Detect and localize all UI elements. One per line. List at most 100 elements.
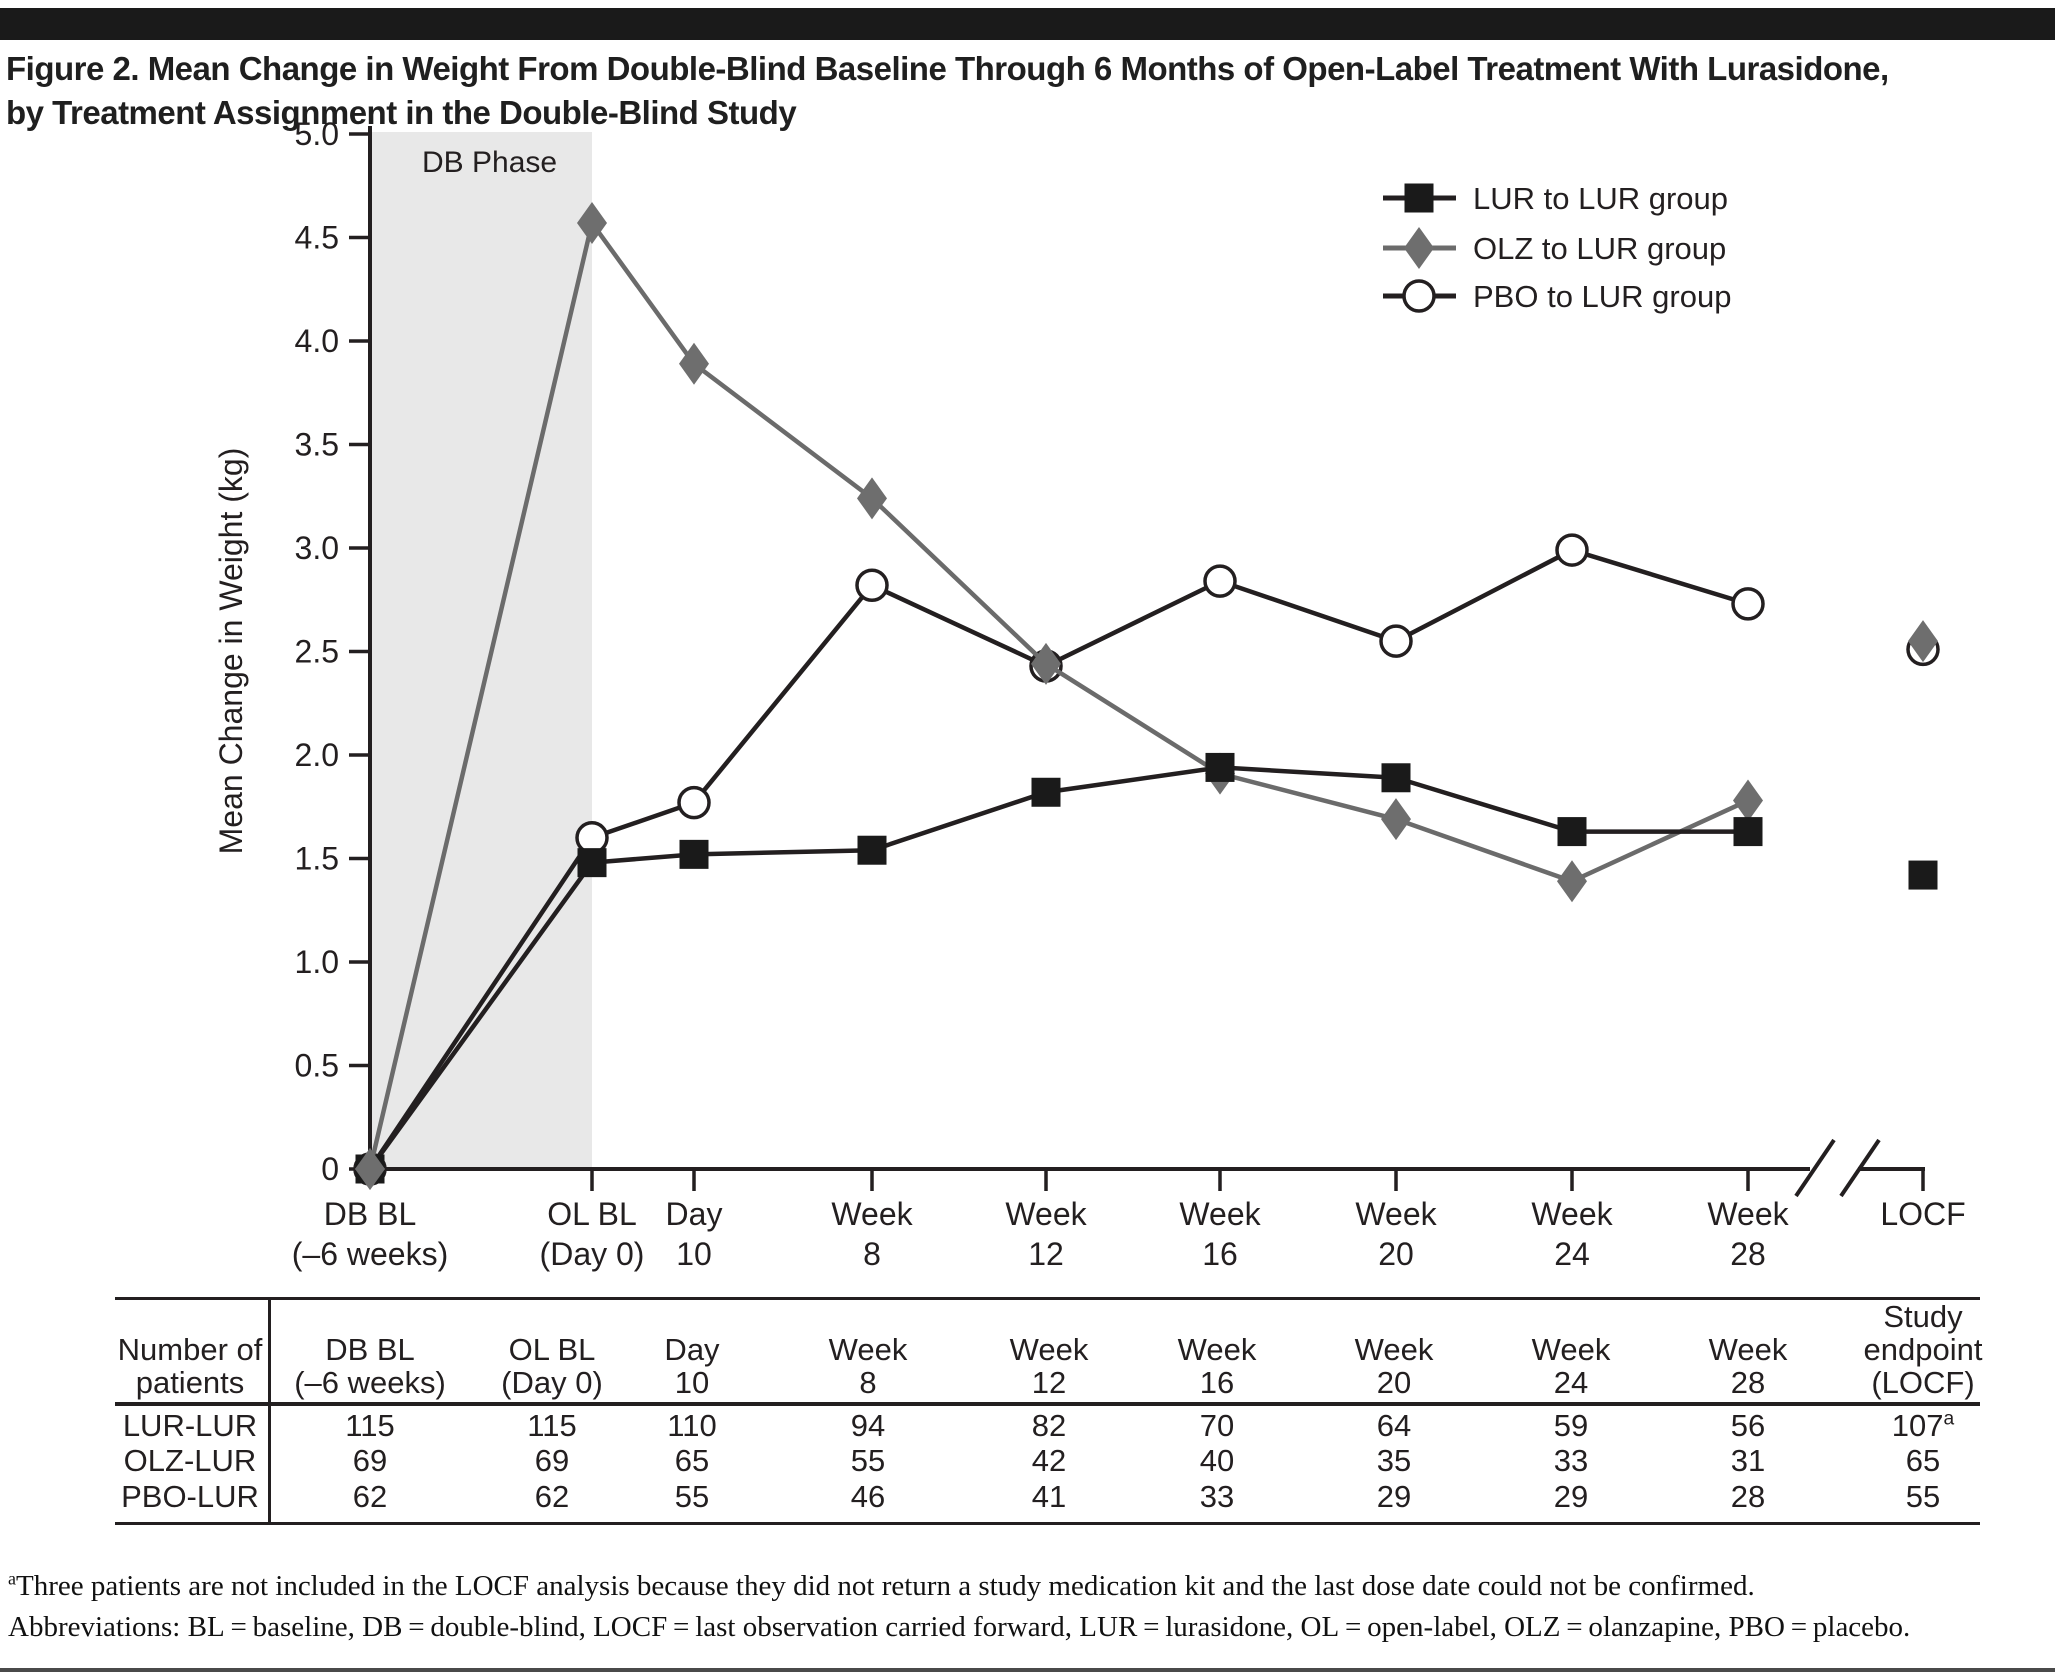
table-cell: 35 (1376, 1443, 1412, 1478)
axis-break-slash (1839, 1138, 1881, 1198)
olz-marker-6 (1381, 798, 1411, 841)
table-cell: 62 (352, 1479, 388, 1514)
footnote-a-marker: a (8, 1568, 16, 1589)
table-col-header: 20 (1376, 1365, 1412, 1400)
table-cell: 115 (527, 1408, 577, 1443)
olz-marker-2 (679, 342, 709, 385)
figure-title: Figure 2. Mean Change in Weight From Dou… (6, 47, 2051, 135)
x-tick-label: Week (1005, 1196, 1087, 1232)
y-tick-label: 3.0 (295, 530, 339, 566)
table-cell: 29 (1553, 1479, 1589, 1514)
x-tick-label: Week (1355, 1196, 1437, 1232)
olz-marker-3 (857, 477, 887, 520)
y-tick-label: 0 (321, 1151, 339, 1187)
x-tick-label: LOCF (1880, 1196, 1965, 1232)
db-phase-label: DB Phase (422, 146, 557, 179)
table-cell: 33 (1199, 1479, 1235, 1514)
table-col-header: (Day 0) (501, 1365, 603, 1400)
y-axis-title: Mean Change in Weight (kg) (213, 448, 249, 855)
table-cell: 64 (1376, 1408, 1412, 1443)
bottom-rule-bar (0, 1668, 2055, 1672)
y-tick-label: 0.5 (295, 1048, 339, 1084)
x-tick-label: 20 (1378, 1236, 1414, 1272)
pbo-marker-3 (855, 568, 889, 603)
abbreviations-text: Abbreviations: BL = baseline, DB = doubl… (8, 1611, 1911, 1643)
x-tick-label: 10 (676, 1236, 712, 1272)
table-cell: 110 (667, 1408, 717, 1443)
figure-title-line1: Figure 2. Mean Change in Weight From Dou… (6, 50, 1889, 87)
table-row-label: PBO-LUR (121, 1479, 259, 1514)
footnotes: aThree patients are not included in the … (8, 1566, 2050, 1648)
table-cell: 107a (1891, 1408, 1955, 1443)
lur-marker-7 (1557, 817, 1587, 847)
pbo-marker-6 (1379, 624, 1413, 658)
x-tick-label: (Day 0) (540, 1236, 645, 1272)
table-cell: 94 (850, 1408, 886, 1443)
y-tick-label: 2.5 (295, 634, 339, 670)
y-tick-label: 1.0 (295, 944, 339, 980)
x-tick-label: Week (1707, 1196, 1789, 1232)
footnote-a-text: Three patients are not included in the L… (15, 1570, 1755, 1602)
lur-marker-5 (1205, 752, 1235, 782)
table-bottom-border (115, 1522, 1980, 1525)
table-cell: 56 (1730, 1408, 1766, 1443)
lur-marker-4 (1031, 777, 1061, 807)
table-col-header: (–6 weeks) (294, 1365, 446, 1400)
x-tick-label: 24 (1554, 1236, 1590, 1272)
pbo-marker-8 (1731, 587, 1765, 621)
x-tick-label: DB BL (324, 1196, 416, 1232)
table-cell: 115 (345, 1408, 395, 1443)
axis-break-slash (1794, 1138, 1836, 1198)
table-row-label: OLZ-LUR (123, 1443, 257, 1478)
table-col-header: 28 (1730, 1365, 1766, 1400)
olz-marker-7 (1557, 860, 1587, 903)
table-col-header: 12 (1031, 1365, 1067, 1400)
table-cell: 55 (674, 1479, 710, 1514)
table-cell: 42 (1031, 1443, 1067, 1478)
table-col-header: Week (828, 1332, 908, 1367)
y-tick-label: 3.5 (295, 427, 339, 463)
table-cell: 59 (1553, 1408, 1589, 1443)
x-tick-label: 28 (1730, 1236, 1766, 1272)
x-tick-label: Day (666, 1196, 723, 1232)
lur-marker-6 (1381, 763, 1411, 793)
table-col-header: Week (1531, 1332, 1611, 1367)
table-col-header: (LOCF) (1871, 1365, 1975, 1400)
pbo-marker-5 (1203, 564, 1237, 598)
table-cell: 46 (850, 1479, 886, 1514)
x-tick-label: (–6 weeks) (292, 1236, 449, 1272)
olz-marker-9 (1908, 620, 1938, 663)
table-header-underline (115, 1402, 1980, 1406)
legend-marker-2 (1402, 279, 1436, 313)
x-tick-label: Week (831, 1196, 913, 1232)
table-vertical-divider (268, 1297, 271, 1525)
olz-marker-1 (577, 202, 607, 245)
table-col-header: endpoint (1863, 1332, 1983, 1367)
table-cell: 31 (1730, 1443, 1766, 1478)
table-cell: 65 (674, 1443, 710, 1478)
table-col-header: Study (1883, 1299, 1963, 1334)
olz-marker-4 (1031, 642, 1061, 685)
table-col-header: OL BL (508, 1332, 596, 1367)
table-col-header: 16 (1199, 1365, 1235, 1400)
figure-title-line2: by Treatment Assignment in the Double-Bl… (6, 94, 797, 131)
y-tick-label: 4.0 (295, 323, 339, 359)
table-row-label: LUR-LUR (122, 1408, 258, 1443)
table-cell: 65 (1905, 1443, 1941, 1478)
table-cell-sup: a (1943, 1408, 1955, 1430)
table-col-header: Week (1354, 1332, 1434, 1367)
table-cell: 41 (1031, 1479, 1067, 1514)
x-tick-label: OL BL (547, 1196, 637, 1232)
table-col-header: Week (1708, 1332, 1788, 1367)
x-tick-label: 16 (1202, 1236, 1238, 1272)
legend-marker-1 (1404, 227, 1434, 269)
table-cell: 28 (1730, 1479, 1766, 1514)
pbo-marker-2 (677, 785, 711, 820)
legend-label-2: PBO to LUR group (1473, 279, 1731, 314)
olz-marker-0-top (355, 1148, 385, 1190)
y-tick-label: 2.0 (295, 737, 339, 773)
top-rule-bar (0, 8, 2055, 40)
table-top-border (115, 1297, 1980, 1300)
